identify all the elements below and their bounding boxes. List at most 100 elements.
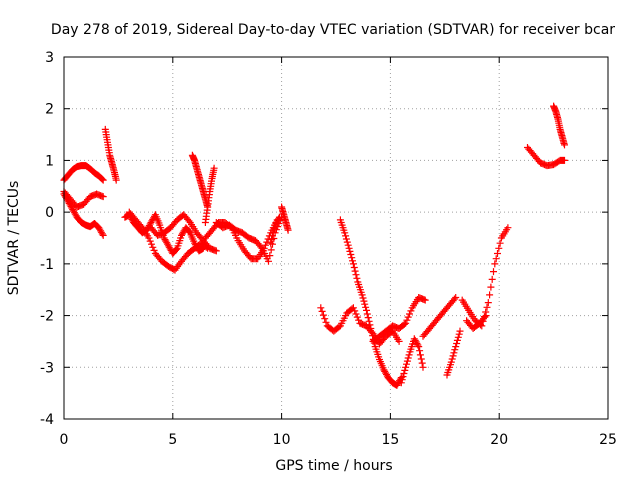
- data-point: [359, 294, 367, 302]
- y-tick-label: 2: [45, 102, 54, 118]
- data-point: [447, 358, 455, 366]
- data-point: [490, 268, 497, 276]
- data-point: [266, 252, 274, 260]
- data-point: [178, 231, 185, 239]
- y-tick-label: -2: [40, 309, 54, 325]
- data-point: [368, 328, 376, 336]
- series-track-k: [278, 203, 292, 234]
- data-point: [69, 206, 77, 214]
- data-point: [97, 227, 105, 235]
- data-point: [365, 317, 373, 325]
- data-point: [267, 246, 275, 254]
- data-point: [98, 230, 106, 238]
- data-point: [407, 307, 415, 315]
- data-point: [450, 295, 458, 303]
- x-tick-label: 25: [599, 432, 617, 448]
- data-point: [383, 371, 390, 378]
- data-point: [481, 313, 489, 321]
- series-track-p: [419, 294, 460, 340]
- data-point: [271, 221, 279, 229]
- data-point: [454, 333, 462, 341]
- data-point: [380, 366, 388, 374]
- series-track-t: [524, 144, 568, 170]
- data-point: [483, 303, 491, 311]
- data-point: [212, 247, 220, 255]
- x-tick-label: 10: [273, 432, 291, 448]
- data-point: [451, 346, 459, 354]
- data-point: [394, 380, 402, 388]
- data-point: [145, 234, 153, 242]
- data-point: [397, 379, 405, 387]
- data-point: [504, 224, 512, 232]
- data-point: [270, 225, 278, 233]
- data-point: [416, 347, 424, 355]
- data-point: [453, 340, 461, 347]
- data-point: [402, 363, 410, 371]
- data-point: [482, 312, 490, 320]
- data-point: [449, 352, 457, 360]
- data-point: [185, 217, 193, 225]
- data-point: [487, 283, 495, 291]
- data-point: [402, 319, 410, 327]
- data-point: [178, 230, 186, 238]
- data-point: [400, 320, 408, 328]
- data-point: [275, 215, 283, 223]
- x-tick-label: 20: [490, 432, 508, 448]
- data-point: [342, 232, 350, 240]
- data-point: [257, 243, 265, 251]
- data-point: [161, 236, 169, 244]
- series-track-u: [550, 102, 568, 149]
- data-point: [341, 229, 349, 237]
- data-point: [456, 327, 464, 335]
- x-tick-label: 0: [60, 432, 69, 448]
- data-point: [363, 306, 370, 314]
- data-point: [561, 156, 568, 164]
- series-track-s: [463, 312, 490, 332]
- data-point: [352, 271, 360, 279]
- data-point: [150, 246, 158, 254]
- data-point: [452, 294, 460, 301]
- data-point: [415, 343, 423, 351]
- data-point: [403, 357, 411, 365]
- data-point: [351, 267, 359, 275]
- data-point: [491, 260, 499, 268]
- data-point: [263, 238, 271, 246]
- series-track-d: [125, 208, 212, 274]
- data-point: [412, 338, 420, 346]
- data-point: [343, 238, 351, 246]
- series-track-q: [443, 327, 464, 379]
- data-point: [349, 260, 357, 268]
- y-tick-label: 1: [45, 153, 54, 169]
- data-point: [267, 239, 275, 247]
- series-track-n: [369, 294, 429, 345]
- plot-frame: [63, 56, 609, 420]
- series-track-a-upper: [60, 162, 107, 184]
- data-point: [450, 349, 458, 357]
- data-point: [353, 313, 361, 321]
- data-point: [98, 175, 106, 183]
- data-point: [146, 220, 154, 228]
- data-point: [495, 244, 503, 252]
- data-point: [342, 235, 350, 243]
- data-point: [366, 321, 374, 329]
- series-track-b: [101, 125, 120, 184]
- data-point: [400, 370, 408, 377]
- data-point: [99, 231, 107, 239]
- data-point: [269, 228, 277, 236]
- data-point: [148, 240, 155, 248]
- data-point: [492, 255, 500, 263]
- data-point: [70, 207, 78, 215]
- data-point: [166, 245, 174, 253]
- data-point: [318, 307, 326, 315]
- data-point: [262, 241, 269, 249]
- y-tick-label: -3: [40, 360, 54, 376]
- data-point: [99, 176, 107, 184]
- data-point: [406, 310, 413, 318]
- data-point: [163, 239, 171, 247]
- data-point: [347, 251, 355, 258]
- data-point: [352, 310, 360, 318]
- data-point: [363, 310, 371, 318]
- data-point: [455, 330, 463, 338]
- data-point: [496, 239, 504, 247]
